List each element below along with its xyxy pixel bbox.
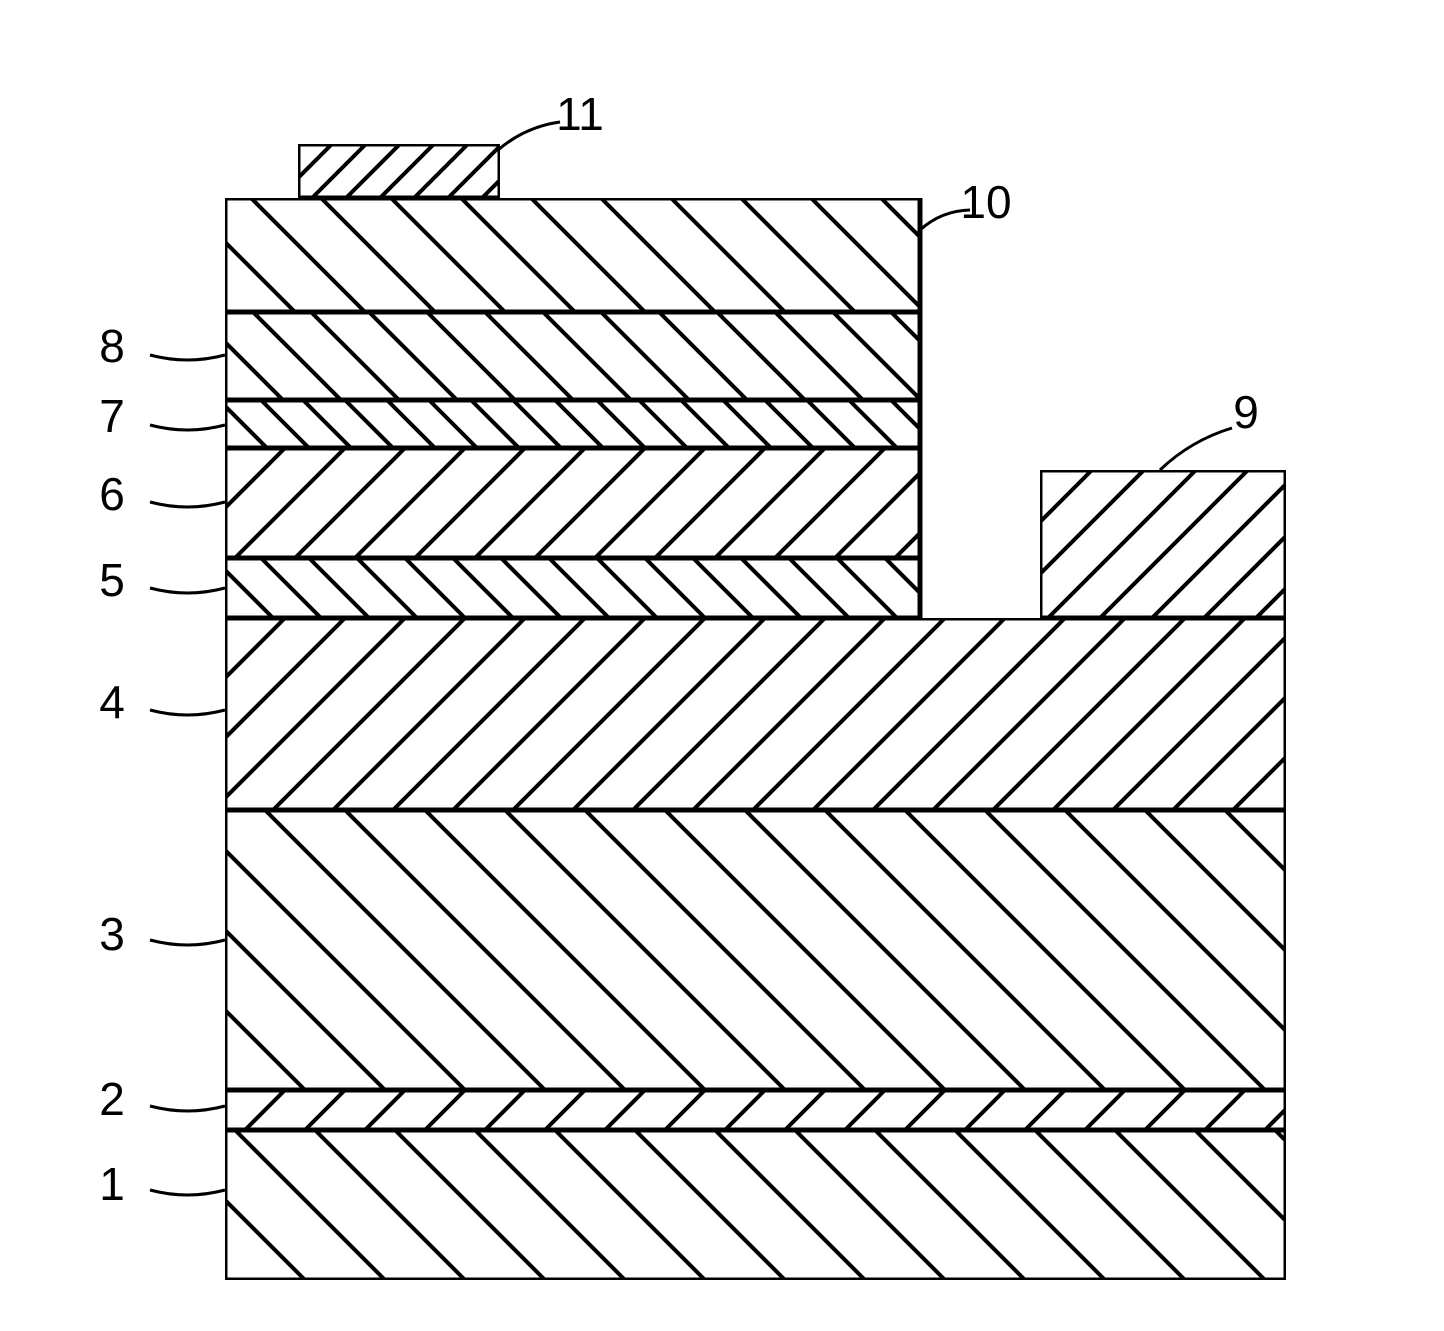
- leader-3: [150, 940, 225, 945]
- leader-5: [150, 588, 225, 593]
- label-11: 11: [556, 88, 604, 140]
- layer-6: [115, 448, 1005, 558]
- label-10: 10: [960, 176, 1011, 228]
- leader-7: [150, 425, 225, 430]
- label-4: 4: [99, 676, 125, 728]
- layer-10: [111, 198, 995, 312]
- layer-5: [165, 558, 945, 618]
- layer-8: [137, 312, 979, 400]
- label-6: 6: [99, 468, 125, 520]
- label-9: 9: [1233, 386, 1259, 438]
- label-7: 7: [99, 390, 125, 442]
- leader-8: [150, 355, 225, 360]
- layer-2: [185, 1090, 1305, 1130]
- label-1: 1: [99, 1158, 125, 1210]
- leader-6: [150, 502, 225, 507]
- layer-1: [75, 1130, 1425, 1280]
- layer-11: [244, 144, 536, 198]
- label-3: 3: [99, 908, 125, 960]
- layer-7: [177, 400, 939, 448]
- layer-4: [33, 618, 1425, 810]
- leader-2: [150, 1106, 225, 1111]
- leader-9: [1160, 428, 1232, 470]
- label-5: 5: [99, 554, 125, 606]
- leader-4: [150, 710, 225, 715]
- label-2: 2: [99, 1073, 125, 1125]
- layer-3: [0, 810, 1444, 1090]
- leader-1: [150, 1190, 225, 1195]
- label-8: 8: [99, 320, 125, 372]
- labels-group: 1 2 3 4 5 6 7 8 9 10 11: [99, 88, 1259, 1210]
- leader-11: [498, 122, 560, 150]
- layer-9: [892, 470, 1404, 618]
